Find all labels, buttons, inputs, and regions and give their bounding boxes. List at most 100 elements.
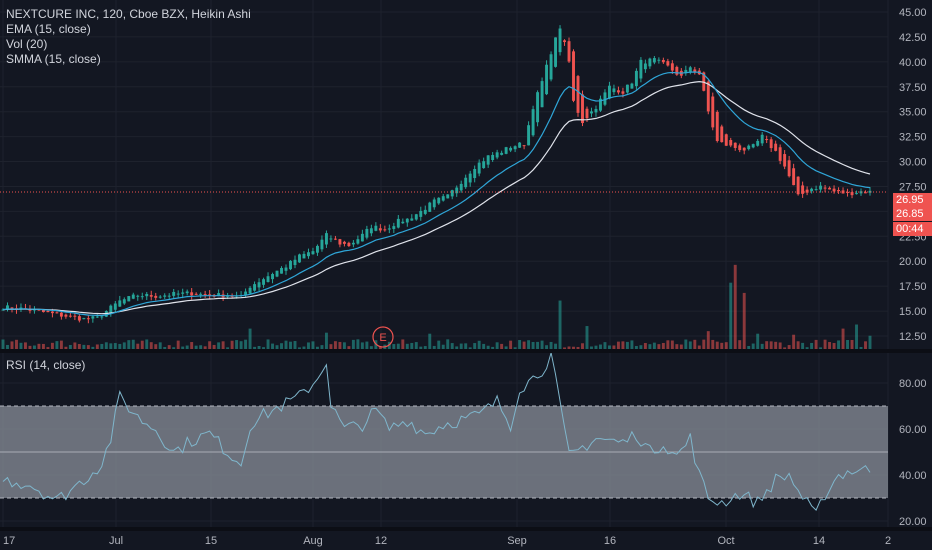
- earnings-marker[interactable]: E: [372, 326, 394, 348]
- volume-bar: [208, 341, 212, 349]
- volume-bar: [82, 344, 86, 349]
- candle-body: [832, 188, 836, 192]
- volume-bar: [751, 343, 755, 349]
- volume-bar: [540, 340, 544, 349]
- candle-body: [549, 54, 553, 80]
- volume-bar: [221, 341, 225, 349]
- volume-bar: [248, 328, 252, 349]
- volume-bar: [41, 343, 45, 349]
- volume-bar: [136, 343, 140, 349]
- volume-bar: [778, 342, 782, 349]
- volume-bar: [86, 345, 90, 349]
- volume-bar: [437, 340, 441, 349]
- candle-body: [783, 154, 787, 167]
- volume-bar: [185, 345, 189, 349]
- volume-bar: [351, 339, 355, 349]
- rsi-tick-label: 60.00: [899, 424, 927, 436]
- volume-bar: [450, 343, 454, 349]
- legend-smma[interactable]: SMMA (15, close): [6, 52, 101, 66]
- volume-bar: [1, 339, 5, 349]
- volume-bar: [122, 342, 126, 349]
- volume-bar: [59, 340, 63, 349]
- candle-body: [495, 152, 499, 158]
- candle-body: [401, 221, 405, 224]
- price-tick-label: 40.00: [899, 57, 927, 69]
- price-tick-label: 32.50: [899, 132, 927, 144]
- volume-bar: [706, 331, 710, 349]
- candle-body: [127, 296, 131, 302]
- rsi-legend: RSI (14, close): [6, 358, 85, 373]
- volume-bar: [522, 341, 526, 349]
- volume-bar: [401, 339, 405, 349]
- volume-bar: [603, 342, 607, 349]
- volume-bar: [769, 341, 773, 349]
- candle-body: [91, 316, 95, 319]
- volume-bar: [563, 347, 566, 349]
- volume-bar: [765, 341, 769, 349]
- candle-body: [477, 162, 481, 174]
- volume-bar: [599, 344, 602, 349]
- legend-vol[interactable]: Vol (20): [6, 37, 48, 51]
- volume-bar: [864, 341, 867, 349]
- legend-title[interactable]: NEXTCURE INC, 120, Cboe BZX, Heikin Ashi: [6, 7, 251, 21]
- volume-bar: [28, 345, 32, 349]
- candle-body: [149, 295, 153, 297]
- candle-body: [616, 90, 620, 93]
- candle-body: [284, 267, 288, 271]
- rsi-band: [0, 405, 888, 499]
- legend-rsi[interactable]: RSI (14, close): [6, 358, 86, 372]
- candle-body: [374, 225, 378, 231]
- volume-bar: [172, 347, 176, 349]
- volume-bar: [832, 343, 836, 349]
- candle-body: [733, 142, 737, 148]
- indicator-lines: [0, 71, 888, 511]
- volume-bar: [342, 342, 346, 349]
- volume-bar: [594, 345, 598, 349]
- price-tick-label: 45.00: [899, 7, 927, 19]
- volume-bar: [868, 335, 872, 349]
- candle-body: [82, 318, 86, 320]
- volume-bar: [801, 342, 805, 349]
- candle-body: [778, 147, 782, 161]
- candle-body: [760, 134, 764, 144]
- candle-body: [387, 228, 391, 230]
- candle-body: [504, 147, 508, 154]
- volume-bar: [140, 340, 144, 349]
- candle-body: [185, 291, 189, 294]
- volume-bar: [320, 345, 324, 349]
- volume-bar: [787, 345, 791, 349]
- volume-bar: [607, 345, 611, 349]
- volume-bar: [828, 342, 832, 349]
- volume-bar: [643, 343, 647, 349]
- candle-body: [805, 189, 809, 193]
- candle-body: [181, 292, 185, 294]
- candle-body: [814, 189, 818, 191]
- candle-body: [41, 309, 45, 313]
- legend-ema[interactable]: EMA (15, close): [6, 22, 91, 36]
- volume-bar: [684, 339, 688, 349]
- candle-body: [828, 187, 832, 190]
- candle-body: [684, 69, 688, 74]
- candle-body: [563, 40, 566, 43]
- candle-body: [675, 66, 679, 75]
- pane-separator-bottom: [0, 527, 932, 531]
- candle-body: [522, 145, 526, 147]
- candle-body: [365, 228, 369, 238]
- candle-body: [32, 309, 36, 311]
- volume-bar: [590, 346, 593, 349]
- candle-body: [73, 315, 77, 317]
- candle-body: [765, 139, 769, 141]
- volume-bar: [491, 346, 495, 349]
- volume-bar: [100, 343, 104, 349]
- candle-body: [509, 147, 513, 151]
- candle-body: [572, 51, 575, 101]
- candle-body: [437, 197, 441, 204]
- volume-bar: [275, 345, 279, 349]
- pane-separator-top[interactable]: [0, 349, 932, 353]
- candle-body: [855, 193, 858, 195]
- candle-body: [244, 291, 248, 296]
- volume-bar: [536, 341, 540, 349]
- volume-bar: [810, 342, 814, 349]
- candle-body: [446, 194, 450, 199]
